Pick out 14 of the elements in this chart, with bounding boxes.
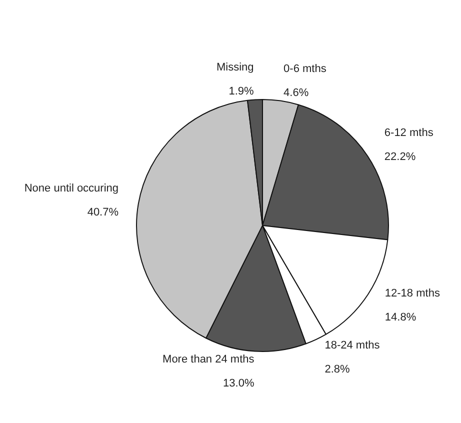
slice-label: 0-6 mths bbox=[284, 62, 327, 75]
slice-label: Missing bbox=[216, 62, 254, 74]
data-label: 40.7% bbox=[87, 206, 119, 218]
data-label: 2.8% bbox=[324, 364, 350, 376]
slice-label: More than 24 mths bbox=[162, 353, 255, 366]
data-label: 4.6% bbox=[284, 86, 309, 99]
slice-label: 12-18 mths bbox=[384, 287, 440, 300]
data-label: 1.9% bbox=[228, 86, 254, 98]
slice-label: 6-12 mths bbox=[384, 126, 434, 139]
slice-label: 18-24 mths bbox=[324, 340, 380, 352]
slice-label: None until occuring bbox=[24, 182, 119, 194]
data-label: 13.0% bbox=[223, 377, 254, 390]
data-label: 14.8% bbox=[384, 311, 416, 324]
data-label: 22.2% bbox=[384, 150, 416, 163]
